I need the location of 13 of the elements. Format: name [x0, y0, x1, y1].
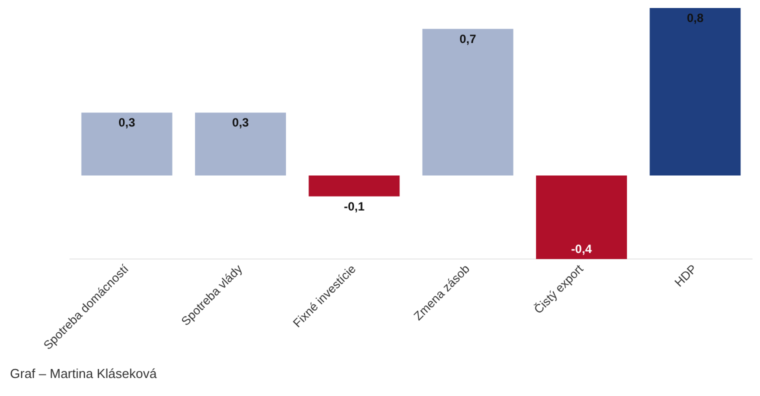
data-label: -0,4 [571, 242, 592, 256]
data-label: 0,3 [118, 116, 136, 130]
bar [536, 175, 627, 260]
data-label: 0,3 [232, 116, 250, 130]
text: Graf – Martina Kláseková [10, 366, 157, 381]
bar [308, 175, 400, 196]
data-label: 0,7 [459, 32, 476, 46]
bar [650, 8, 741, 176]
data-label: 0,8 [686, 11, 704, 25]
bar [81, 112, 172, 176]
bar [422, 28, 514, 176]
data-label: -0,1 [344, 199, 365, 214]
bar [195, 112, 286, 176]
